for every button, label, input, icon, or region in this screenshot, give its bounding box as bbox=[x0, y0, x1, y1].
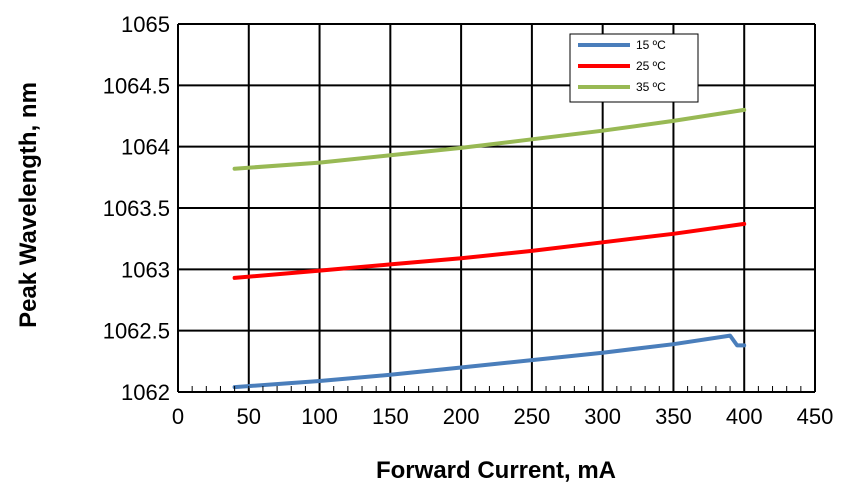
y-axis-title: Peak Wavelength, nm bbox=[15, 82, 42, 328]
x-tick-label: 0 bbox=[172, 404, 184, 429]
tick-labels: 0 50 100 150 200 250 300 350 400 450 1062 1062.5 106… bbox=[103, 12, 834, 429]
axes bbox=[177, 24, 815, 393]
y-tick-label: 1065 bbox=[121, 12, 170, 37]
x-tick-label: 300 bbox=[584, 404, 621, 429]
legend-label: 35 ºC bbox=[636, 80, 666, 94]
y-tick-label: 1062.5 bbox=[103, 319, 170, 344]
y-tick-label: 1062 bbox=[121, 380, 170, 405]
x-tick-label: 200 bbox=[443, 404, 480, 429]
x-tick-label: 450 bbox=[797, 404, 834, 429]
x-tick-label: 400 bbox=[726, 404, 763, 429]
legend-label: 15 ºC bbox=[636, 38, 666, 52]
x-tick-label: 150 bbox=[372, 404, 409, 429]
x-tick-label: 350 bbox=[655, 404, 692, 429]
y-tick-label: 1063 bbox=[121, 257, 170, 282]
x-tick-label: 50 bbox=[237, 404, 261, 429]
legend: 15 ºC 25 ºC 35 ºC bbox=[569, 33, 699, 103]
series-line-2 bbox=[232, 221, 747, 280]
x-axis-title: Forward Current, mA bbox=[376, 457, 616, 484]
legend-label: 25 ºC bbox=[636, 59, 666, 73]
y-tick-label: 1064 bbox=[121, 135, 170, 160]
x-tick-label: 250 bbox=[514, 404, 551, 429]
series-lines bbox=[232, 107, 747, 390]
y-tick-label: 1064.5 bbox=[103, 73, 170, 98]
series-line-1 bbox=[232, 333, 747, 390]
x-tick-label: 100 bbox=[301, 404, 338, 429]
series-line-3 bbox=[232, 107, 747, 171]
y-tick-label: 1063.5 bbox=[103, 196, 170, 221]
